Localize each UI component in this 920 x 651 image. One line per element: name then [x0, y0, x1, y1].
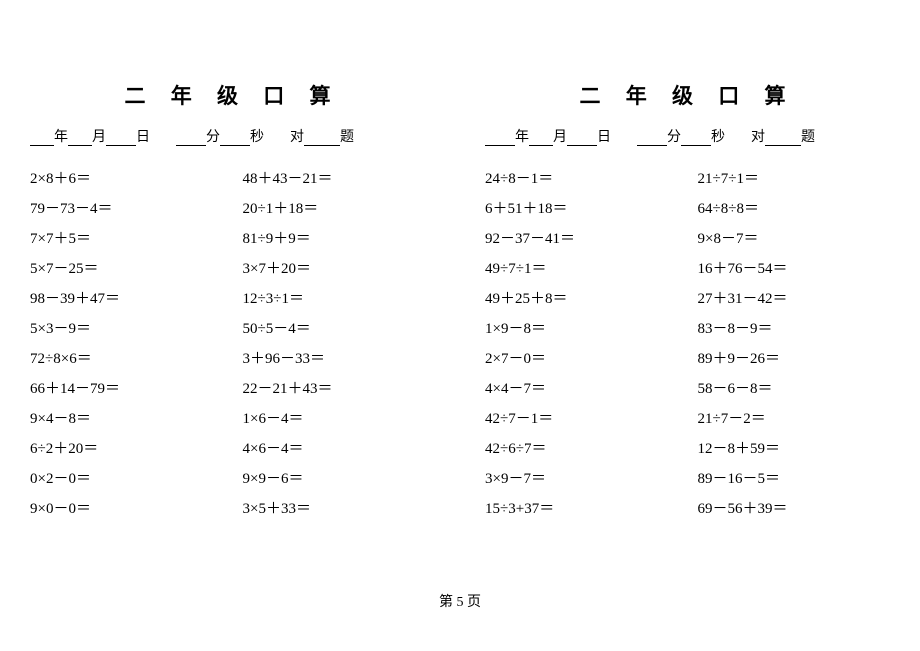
- problem-item: 5×3－9＝: [30, 314, 223, 344]
- month-label: 月: [553, 126, 567, 146]
- problem-item: 50÷5－4＝: [243, 314, 436, 344]
- question-label: 题: [801, 126, 815, 146]
- problem-item: 9×9－6＝: [243, 464, 436, 494]
- problem-grid: 24÷8－1＝6＋51＋18＝92－37－41＝49÷7÷1＝49＋25＋8＝1…: [485, 164, 890, 524]
- problem-item: 49÷7÷1＝: [485, 254, 678, 284]
- problem-item: 1×9－8＝: [485, 314, 678, 344]
- problem-column: 24÷8－1＝6＋51＋18＝92－37－41＝49÷7÷1＝49＋25＋8＝1…: [485, 164, 678, 524]
- problem-item: 9×4－8＝: [30, 404, 223, 434]
- problem-item: 3×9－7＝: [485, 464, 678, 494]
- month-blank: [529, 130, 553, 146]
- minute-blank: [176, 130, 206, 146]
- problem-item: 69－56＋39＝: [698, 494, 891, 524]
- question-label: 题: [340, 126, 354, 146]
- problem-item: 16＋76－54＝: [698, 254, 891, 284]
- year-label: 年: [515, 126, 529, 146]
- problem-item: 83－8－9＝: [698, 314, 891, 344]
- problem-item: 92－37－41＝: [485, 224, 678, 254]
- problem-column: 48＋43－21＝20÷1＋18＝81÷9＋9＝3×7＋20＝12÷3÷1＝50…: [243, 164, 436, 524]
- second-label: 秒: [711, 126, 725, 146]
- problem-item: 66＋14－79＝: [30, 374, 223, 404]
- correct-blank: [304, 130, 340, 146]
- day-label: 日: [597, 126, 611, 146]
- second-blank: [220, 130, 250, 146]
- problem-item: 7×7＋5＝: [30, 224, 223, 254]
- problem-item: 0×2－0＝: [30, 464, 223, 494]
- problem-item: 72÷8×6＝: [30, 344, 223, 374]
- problem-item: 9×8－7＝: [698, 224, 891, 254]
- problem-item: 2×8＋6＝: [30, 164, 223, 194]
- problem-item: 27＋31－42＝: [698, 284, 891, 314]
- day-label: 日: [136, 126, 150, 146]
- month-blank: [68, 130, 92, 146]
- page-title: 二 年 级 口 算: [30, 80, 435, 110]
- problem-grid: 2×8＋6＝79－73－4＝7×7＋5＝5×7－25＝98－39＋47＝5×3－…: [30, 164, 435, 524]
- problem-item: 42÷7－1＝: [485, 404, 678, 434]
- problem-item: 89－16－5＝: [698, 464, 891, 494]
- problem-item: 3×5＋33＝: [243, 494, 436, 524]
- left-page: 二 年 级 口 算 年 月 日 分 秒 对 题 2×8＋6＝79－73－4＝7×7…: [30, 80, 435, 524]
- year-label: 年: [54, 126, 68, 146]
- problem-item: 15÷3+37＝: [485, 494, 678, 524]
- problem-column: 21÷7÷1＝64÷8÷8＝9×8－7＝16＋76－54＝27＋31－42＝83…: [698, 164, 891, 524]
- problem-item: 4×4－7＝: [485, 374, 678, 404]
- correct-label: 对: [751, 126, 765, 146]
- problem-item: 12－8＋59＝: [698, 434, 891, 464]
- problem-item: 22－21＋43＝: [243, 374, 436, 404]
- right-page: 二 年 级 口 算 年 月 日 分 秒 对 题 24÷8－1＝6＋51＋18＝92…: [485, 80, 890, 524]
- problem-item: 4×6－4＝: [243, 434, 436, 464]
- second-label: 秒: [250, 126, 264, 146]
- problem-item: 79－73－4＝: [30, 194, 223, 224]
- problem-item: 81÷9＋9＝: [243, 224, 436, 254]
- problem-item: 6÷2＋20＝: [30, 434, 223, 464]
- problem-item: 42÷6÷7＝: [485, 434, 678, 464]
- problem-item: 6＋51＋18＝: [485, 194, 678, 224]
- problem-item: 21÷7÷1＝: [698, 164, 891, 194]
- problem-item: 1×6－4＝: [243, 404, 436, 434]
- day-blank: [106, 130, 136, 146]
- minute-label: 分: [667, 126, 681, 146]
- problem-item: 21÷7－2＝: [698, 404, 891, 434]
- problem-item: 58－6－8＝: [698, 374, 891, 404]
- correct-blank: [765, 130, 801, 146]
- month-label: 月: [92, 126, 106, 146]
- page-footer: 第 5 页: [0, 591, 920, 611]
- problem-item: 24÷8－1＝: [485, 164, 678, 194]
- year-blank: [30, 130, 54, 146]
- page-title: 二 年 级 口 算: [485, 80, 890, 110]
- problem-item: 3＋96－33＝: [243, 344, 436, 374]
- problem-item: 20÷1＋18＝: [243, 194, 436, 224]
- info-line: 年 月 日 分 秒 对题: [30, 126, 435, 146]
- problem-item: 49＋25＋8＝: [485, 284, 678, 314]
- worksheet-pages: 二 年 级 口 算 年 月 日 分 秒 对 题 2×8＋6＝79－73－4＝7×7…: [30, 80, 890, 524]
- problem-item: 9×0－0＝: [30, 494, 223, 524]
- minute-blank: [637, 130, 667, 146]
- problem-column: 2×8＋6＝79－73－4＝7×7＋5＝5×7－25＝98－39＋47＝5×3－…: [30, 164, 223, 524]
- day-blank: [567, 130, 597, 146]
- second-blank: [681, 130, 711, 146]
- problem-item: 89＋9－26＝: [698, 344, 891, 374]
- correct-label: 对: [290, 126, 304, 146]
- problem-item: 64÷8÷8＝: [698, 194, 891, 224]
- problem-item: 12÷3÷1＝: [243, 284, 436, 314]
- problem-item: 2×7－0＝: [485, 344, 678, 374]
- minute-label: 分: [206, 126, 220, 146]
- year-blank: [485, 130, 515, 146]
- problem-item: 98－39＋47＝: [30, 284, 223, 314]
- problem-item: 48＋43－21＝: [243, 164, 436, 194]
- problem-item: 3×7＋20＝: [243, 254, 436, 284]
- info-line: 年 月 日 分 秒 对题: [485, 126, 890, 146]
- problem-item: 5×7－25＝: [30, 254, 223, 284]
